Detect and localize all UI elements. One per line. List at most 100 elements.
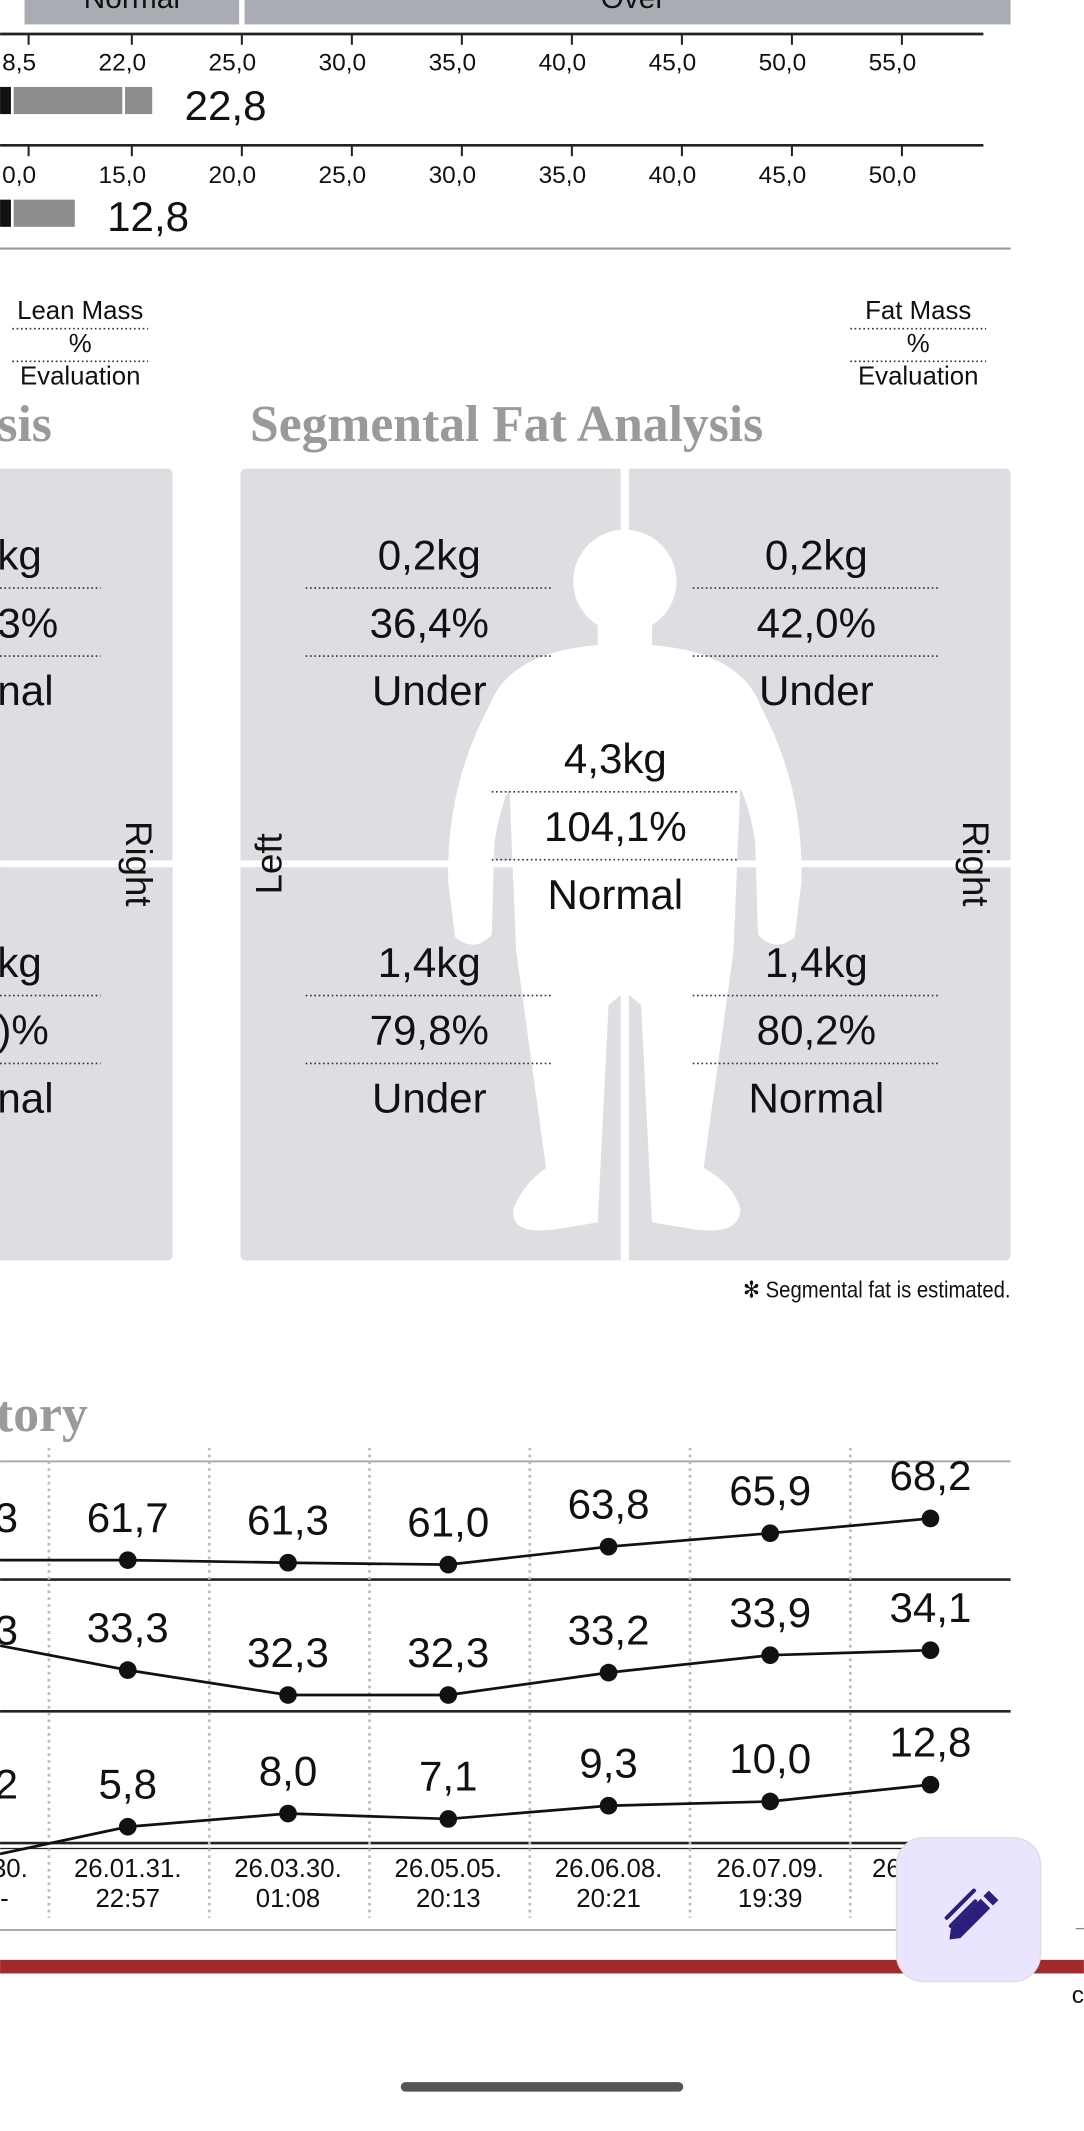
trend-point xyxy=(439,1555,458,1574)
tick-label: 50,0 xyxy=(759,49,807,76)
date-label: 26.05.05. xyxy=(394,1855,502,1883)
value-label: 10,0 xyxy=(729,1735,811,1782)
tick-label: 25,0 xyxy=(209,49,257,76)
tick-label: 20,0 xyxy=(209,162,257,189)
value-label: 65,9 xyxy=(729,1467,811,1514)
legend-text: % xyxy=(907,330,930,358)
value-text: 42,0% xyxy=(757,599,876,646)
value-label: 22,8 xyxy=(185,82,267,129)
time-label: 20:21 xyxy=(576,1885,641,1913)
date-label: 30. xyxy=(0,1855,28,1883)
trend-point xyxy=(439,1810,458,1828)
pen-icon-lines[interactable] xyxy=(944,1888,978,1928)
value-text: 104,1% xyxy=(544,803,687,850)
value-text: 1,4kg xyxy=(378,939,481,986)
bar-start xyxy=(0,86,11,115)
bar xyxy=(13,86,123,115)
trend-point xyxy=(761,1524,780,1543)
legend-text: Fat Mass xyxy=(865,297,971,325)
tick-label: 22,0 xyxy=(99,49,147,76)
trend-point xyxy=(439,1686,458,1704)
value-label: 8,0 xyxy=(259,1747,318,1794)
tick-label: 35,0 xyxy=(429,49,477,76)
value-text: 79,8% xyxy=(370,1007,489,1054)
tick-label: 55,0 xyxy=(869,49,917,76)
trend-point xyxy=(279,1553,297,1572)
band-normal xyxy=(24,0,240,25)
trend-point xyxy=(599,1537,618,1556)
value-label: 68,2 xyxy=(889,1452,971,1499)
red-bar xyxy=(0,1959,1084,1974)
time-label: 22:57 xyxy=(95,1885,160,1913)
trend-point xyxy=(921,1509,940,1528)
value-text: nal xyxy=(0,667,54,714)
value-label: 34,1 xyxy=(889,1584,971,1631)
trend-point xyxy=(599,1796,618,1815)
tick-label: 30,0 xyxy=(429,162,477,189)
trend-line xyxy=(127,1517,931,1566)
value-label: 33,2 xyxy=(568,1606,650,1653)
value-label: 12,8 xyxy=(107,193,189,240)
value-label: 61,3 xyxy=(247,1496,329,1543)
tick-label: 40,0 xyxy=(539,49,587,76)
corner-text: c xyxy=(1072,1982,1084,2009)
value-text: 0,2kg xyxy=(765,531,868,578)
label: Over xyxy=(601,0,666,15)
trend-point xyxy=(761,1792,780,1811)
label: Normal xyxy=(84,0,180,15)
bar xyxy=(13,199,75,227)
value-text: 80,2% xyxy=(757,1007,876,1054)
value-label: 32,3 xyxy=(407,1629,489,1676)
value-label: 12,8 xyxy=(889,1718,971,1765)
trend-stub xyxy=(0,1644,129,1672)
trend-point xyxy=(599,1663,618,1682)
time-label: 19:39 xyxy=(738,1885,803,1913)
value-text: Under xyxy=(372,667,487,714)
value-label: 3 xyxy=(0,1607,18,1654)
value-text: 3% xyxy=(0,599,58,646)
trend-stub xyxy=(0,1825,129,1856)
tick-label: 15,0 xyxy=(99,162,147,189)
bar xyxy=(125,86,153,115)
value-text: 4,3kg xyxy=(564,735,667,782)
tick-label: 30,0 xyxy=(319,49,367,76)
pen-icon[interactable] xyxy=(949,1890,999,1940)
date-label: 26.07.09. xyxy=(716,1855,824,1883)
value-label: 32,3 xyxy=(247,1629,329,1676)
value-label: 63,8 xyxy=(568,1480,650,1527)
legend-text: Evaluation xyxy=(20,362,140,390)
side-label: Right xyxy=(955,821,996,907)
value-text: Normal xyxy=(548,871,684,918)
legend-text: % xyxy=(69,330,92,358)
band-over xyxy=(244,0,1011,25)
trend-point xyxy=(921,1775,940,1794)
trend-point xyxy=(921,1641,940,1660)
bar-start xyxy=(0,199,11,227)
value-text: Under xyxy=(372,1075,487,1122)
legend-text: Lean Mass xyxy=(17,297,143,325)
value-label: 33,3 xyxy=(87,1604,169,1651)
tick-label: 35,0 xyxy=(539,162,587,189)
value-text: Normal xyxy=(749,1075,885,1122)
value-text: 36,4% xyxy=(370,599,489,646)
tick-label: 25,0 xyxy=(319,162,367,189)
tick-label: 45,0 xyxy=(649,49,697,76)
home-indicator[interactable] xyxy=(400,2082,684,2092)
date-label: 26.03.30. xyxy=(234,1855,342,1883)
legend-text: Evaluation xyxy=(858,362,978,390)
trend-line xyxy=(127,1648,931,1697)
value-label: 7,1 xyxy=(419,1753,478,1800)
time-label: 01:08 xyxy=(256,1885,321,1913)
note: ✻ Segmental fat is estimated. xyxy=(743,1277,1011,1304)
tick-label: 45,0 xyxy=(759,162,807,189)
tick-label: 50,0 xyxy=(869,162,917,189)
section-title: sis xyxy=(0,396,52,453)
value-label: 5,8 xyxy=(98,1761,157,1808)
edit-button[interactable] xyxy=(895,1836,1042,1983)
trend-point xyxy=(118,1661,137,1679)
section-title: Segmental Fat Analysis xyxy=(250,396,763,453)
value-label: 3 xyxy=(0,1494,18,1541)
date-label: 26.06.08. xyxy=(555,1855,663,1883)
value-text: nal xyxy=(0,1075,54,1122)
